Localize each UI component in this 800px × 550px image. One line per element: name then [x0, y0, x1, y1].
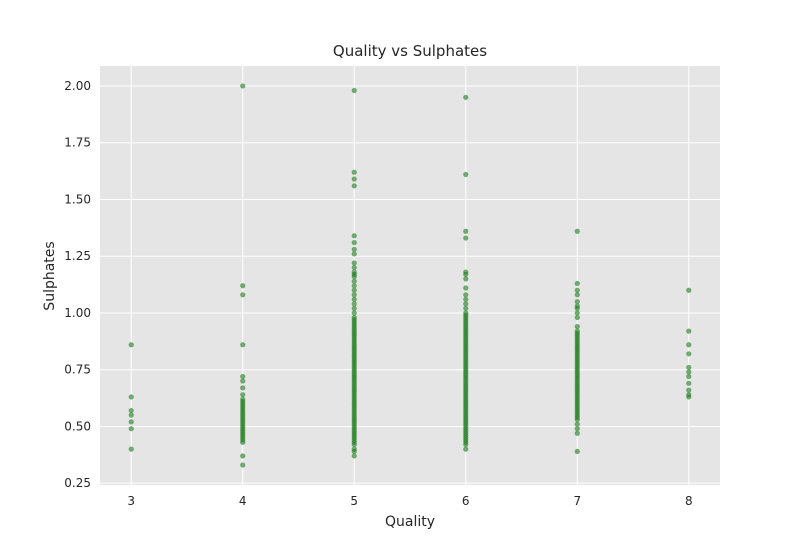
data-point: [463, 94, 469, 100]
y-axis-ticks: 0.25 0.50 0.75 1.00 1.25 1.50 1.75 2.00: [64, 79, 91, 490]
data-point: [351, 176, 357, 182]
y-tick-label: 1.00: [64, 306, 91, 320]
x-tick-label: 3: [127, 494, 135, 508]
data-point: [351, 233, 357, 239]
data-point: [128, 446, 134, 452]
data-point: [686, 351, 692, 357]
data-point: [574, 323, 580, 330]
chart-title: Quality vs Sulphates: [333, 42, 487, 60]
data-point: [686, 373, 692, 380]
x-tick-label: 6: [462, 494, 470, 508]
data-point: [686, 287, 692, 293]
data-point: [686, 387, 692, 393]
data-point: [128, 394, 134, 400]
x-axis-ticks: 3 4 5 6 7 8: [127, 494, 692, 508]
data-point: [574, 280, 580, 287]
data-point: [463, 171, 469, 178]
data-point: [574, 228, 580, 234]
data-point: [351, 183, 357, 189]
data-point: [351, 453, 357, 459]
data-point: [463, 441, 469, 448]
data-point: [351, 310, 357, 316]
data-point: [463, 292, 469, 298]
data-point: [351, 287, 357, 293]
data-point: [240, 342, 246, 348]
data-point: [128, 412, 134, 418]
data-point: [351, 441, 357, 448]
x-tick-label: 8: [685, 494, 693, 508]
y-tick-label: 1.50: [64, 192, 91, 206]
data-point: [240, 392, 246, 398]
y-axis-label: Sulphates: [42, 241, 58, 310]
data-point: [240, 83, 246, 89]
y-tick-label: 0.50: [64, 419, 91, 433]
data-point: [686, 342, 692, 348]
data-point: [686, 380, 692, 386]
data-point: [686, 328, 692, 334]
data-point: [463, 285, 469, 291]
data-point: [351, 87, 357, 94]
y-tick-label: 1.25: [64, 249, 91, 263]
data-point: [240, 453, 246, 459]
data-point: [574, 292, 580, 298]
y-tick-label: 2.00: [64, 79, 91, 93]
x-tick-label: 5: [350, 494, 358, 508]
data-point: [574, 430, 580, 436]
data-point: [351, 283, 357, 289]
data-point: [463, 305, 469, 312]
data-point: [351, 169, 357, 175]
data-point: [351, 278, 357, 284]
data-points: [128, 83, 692, 468]
data-point: [463, 296, 469, 302]
data-point: [240, 373, 246, 380]
data-point: [351, 239, 357, 246]
data-point: [574, 299, 580, 305]
data-point: [128, 426, 134, 432]
x-tick-label: 7: [573, 494, 581, 508]
data-point: [240, 378, 246, 384]
data-point: [240, 462, 246, 468]
data-point: [574, 448, 580, 455]
data-point: [574, 310, 580, 316]
data-point: [128, 419, 134, 425]
data-point: [574, 314, 580, 321]
data-point: [574, 417, 580, 423]
data-point: [574, 287, 580, 293]
y-tick-label: 0.75: [64, 363, 91, 377]
data-point: [351, 301, 357, 307]
data-point: [351, 264, 357, 271]
data-point: [351, 305, 357, 312]
data-point: [686, 364, 692, 371]
data-point: [351, 292, 357, 298]
data-point: [463, 271, 469, 277]
data-point: [240, 283, 246, 289]
data-point: [351, 251, 357, 257]
data-point: [351, 274, 357, 280]
data-point: [351, 260, 357, 266]
data-point: [574, 421, 580, 427]
data-point: [574, 305, 580, 312]
data-point: [128, 407, 134, 414]
data-point: [240, 292, 246, 298]
data-point: [463, 228, 469, 234]
data-point: [240, 385, 246, 391]
data-point: [686, 394, 692, 400]
data-point: [463, 301, 469, 307]
x-tick-label: 4: [239, 494, 247, 508]
plot-area: [100, 66, 720, 485]
data-point: [351, 246, 357, 252]
data-point: [463, 446, 469, 452]
x-axis-label: Quality: [385, 514, 435, 530]
data-point: [240, 439, 246, 445]
data-point: [351, 448, 357, 455]
data-point: [463, 235, 469, 241]
data-point: [686, 369, 692, 375]
data-point: [463, 276, 469, 282]
y-tick-label: 0.25: [64, 476, 91, 490]
data-point: [128, 342, 134, 348]
data-point: [351, 296, 357, 302]
data-point: [574, 426, 580, 432]
y-tick-label: 1.75: [64, 136, 91, 150]
